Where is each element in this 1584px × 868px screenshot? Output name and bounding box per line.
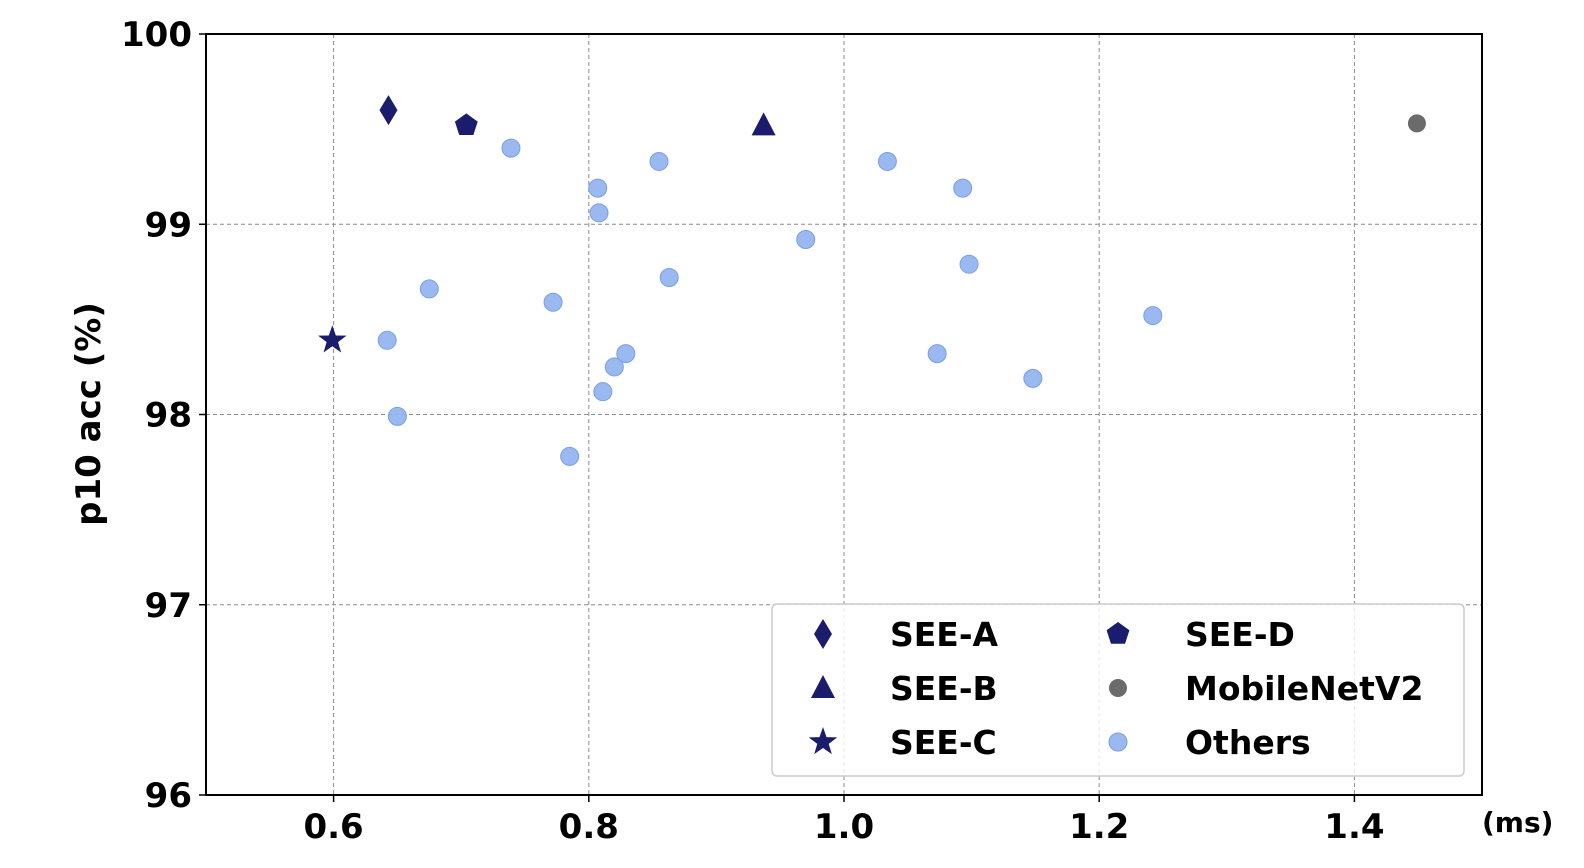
x-tick-label: 0.6	[303, 807, 363, 847]
legend-see-a-label: SEE-A	[890, 615, 999, 654]
y-tick-label: 97	[145, 586, 192, 626]
y-tick-label: 98	[145, 396, 192, 436]
legend-see-c-marker	[808, 727, 838, 755]
legend-see-b-label: SEE-B	[890, 669, 998, 708]
others-point	[588, 178, 608, 198]
x-tick-label: 0.8	[559, 807, 619, 847]
x-axis-label: (ms)	[1482, 806, 1553, 839]
legend-see-d-label: SEE-D	[1185, 615, 1295, 654]
others-point	[659, 268, 679, 288]
data-points	[318, 95, 1426, 466]
y-tick-label: 96	[145, 776, 192, 816]
others-point	[1023, 368, 1043, 388]
others-point	[649, 151, 669, 171]
others-point	[501, 138, 521, 158]
others-point	[1143, 306, 1163, 326]
y-axis-label: p10 acc (%)	[69, 302, 109, 526]
see-a-point	[379, 95, 398, 126]
others-point	[377, 330, 397, 350]
others-point	[419, 279, 439, 299]
mobilenetv2-point	[1407, 114, 1426, 133]
others-point	[593, 382, 613, 402]
y-tick-label: 99	[145, 205, 192, 245]
others-point	[959, 254, 979, 274]
legend-others-label: Others	[1185, 723, 1311, 762]
others-point	[589, 203, 609, 223]
others-point	[877, 151, 897, 171]
legend-mobilenetv2-label: MobileNetV2	[1185, 669, 1423, 708]
others-point	[560, 446, 580, 466]
y-axis: 96 97 98 99 100	[121, 15, 206, 816]
others-point	[616, 344, 636, 364]
legend-see-d-marker	[1106, 622, 1130, 644]
legend-others-marker	[1108, 732, 1128, 752]
legend-see-b-marker	[811, 675, 835, 698]
y-tick-label: 100	[121, 15, 192, 55]
legend-mobilenetv2-marker	[1109, 679, 1127, 697]
others-point	[953, 178, 973, 198]
legend: SEE-A SEE-B SEE-C SEE-D MobileNetV2 Others	[771, 603, 1465, 777]
see-d-point	[454, 113, 478, 136]
others-point	[796, 229, 816, 249]
x-tick-label: 1.2	[1069, 807, 1129, 847]
x-tick-label: 1.4	[1324, 807, 1384, 847]
others-point	[387, 406, 407, 426]
others-point	[543, 292, 563, 312]
x-tick-label: 1.0	[814, 807, 874, 847]
see-c-point	[318, 325, 347, 353]
legend-see-c-label: SEE-C	[890, 723, 997, 762]
others-point	[927, 344, 947, 364]
x-axis: 0.6 0.8 1.0 1.2 1.4	[303, 795, 1385, 847]
legend-see-a-marker	[814, 619, 832, 649]
see-b-point	[751, 112, 776, 136]
others-point	[604, 357, 624, 377]
